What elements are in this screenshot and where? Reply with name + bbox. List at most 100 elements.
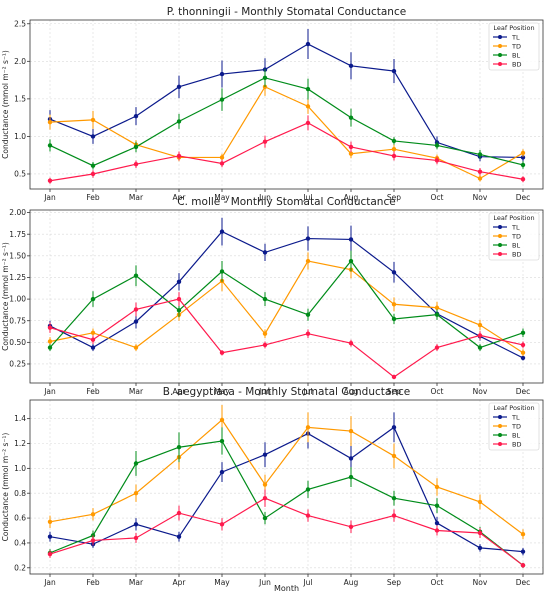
data-point: [305, 258, 311, 264]
data-point: [133, 522, 139, 527]
x-tick-label: Feb: [86, 578, 100, 587]
legend-entry-TL: TL: [511, 223, 520, 231]
data-point: [219, 229, 225, 234]
x-tick-label: Jul: [302, 578, 312, 587]
data-point: [90, 538, 96, 543]
data-point: [133, 113, 139, 119]
data-point: [520, 177, 526, 182]
data-point: [219, 269, 225, 274]
data-point: [219, 97, 225, 102]
y-tick-label: 0.5: [14, 170, 26, 179]
chart-title: C. molle - Monthly Stomatal Conductance: [177, 196, 395, 208]
x-tick-label: Oct: [431, 193, 444, 202]
data-point: [520, 342, 526, 348]
legend-marker: [498, 243, 502, 247]
data-point: [305, 312, 311, 317]
legend-marker: [498, 62, 502, 66]
x-tick-label: Jan: [43, 578, 56, 587]
legend-marker: [498, 442, 502, 446]
plot-frame: [29, 19, 544, 190]
data-point: [305, 425, 311, 430]
data-point: [219, 438, 225, 444]
data-point: [305, 513, 311, 518]
gridlines: [30, 210, 543, 383]
x-tick-label: May: [214, 387, 230, 396]
x-tick-label: Apr: [173, 578, 187, 587]
data-point: [47, 534, 53, 539]
series-TD: [47, 252, 526, 357]
data-point: [520, 549, 526, 554]
data-point: [348, 151, 354, 156]
data-point: [348, 524, 354, 529]
gridlines: [30, 400, 543, 574]
data-point: [348, 115, 354, 120]
data-point: [219, 155, 225, 160]
series-BL: [47, 68, 526, 170]
chart-title: B. aegyptiaca - Monthly Stomatal Conduct…: [163, 386, 410, 398]
series-line: [49, 440, 524, 566]
chart-panel-1: P. thonningii - Monthly Stomatal Conduct…: [1, 6, 544, 202]
x-tick-label: Apr: [173, 387, 187, 396]
data-point: [391, 138, 397, 144]
data-point: [219, 469, 225, 475]
data-point: [348, 63, 354, 69]
legend-box: [488, 212, 540, 261]
series-BD: [47, 489, 526, 568]
series-TL: [47, 29, 526, 162]
data-point: [133, 345, 139, 350]
x-tick-label: Dec: [516, 578, 531, 587]
series-line: [49, 122, 524, 182]
series-line: [49, 77, 524, 167]
legend-marker: [498, 225, 502, 229]
x-tick-label: Sep: [387, 387, 401, 396]
data-point: [176, 119, 182, 124]
data-point: [434, 345, 440, 350]
y-tick-label: 2.0: [14, 57, 26, 66]
data-point: [434, 305, 440, 310]
legend-title: Leaf Position: [493, 214, 534, 222]
data-point: [47, 519, 53, 524]
x-tick-label: Aug: [344, 578, 359, 587]
data-point: [305, 104, 311, 109]
data-point: [47, 325, 53, 330]
x-tick-label: Nov: [473, 193, 488, 202]
series-line: [49, 260, 524, 349]
data-point: [434, 143, 440, 148]
gridlines: [30, 20, 543, 189]
data-point: [520, 563, 526, 568]
legend-entry-TL: TL: [511, 33, 520, 41]
series-line: [49, 230, 524, 359]
legend-entry-BD: BD: [512, 440, 521, 448]
data-point: [391, 316, 397, 322]
legend-marker: [498, 35, 502, 39]
chart-panel-2: C. molle - Monthly Stomatal Conductance 0…: [1, 196, 544, 396]
data-point: [133, 319, 139, 324]
x-tick-label: Mar: [129, 193, 144, 202]
y-tick-label: 1.2: [14, 439, 26, 448]
legend-title: Leaf Position: [493, 404, 534, 412]
legend-entry-TD: TD: [511, 232, 521, 240]
series-line: [49, 260, 524, 354]
x-tick-label: Jun: [258, 387, 271, 396]
data-point: [176, 84, 182, 90]
data-point: [434, 520, 440, 526]
data-point: [348, 237, 354, 242]
x-tick-label: Feb: [86, 193, 100, 202]
y-tick-label: 1.5: [14, 94, 26, 103]
data-point: [520, 155, 526, 160]
data-point: [47, 345, 53, 350]
data-point: [176, 445, 182, 450]
data-point: [133, 535, 139, 541]
x-tick-label: Oct: [431, 578, 444, 587]
data-point: [477, 545, 483, 551]
series-TD: [47, 404, 526, 540]
series-BL: [47, 427, 526, 568]
data-point: [219, 350, 225, 355]
data-point: [262, 75, 268, 81]
data-point: [90, 296, 96, 302]
data-point: [262, 296, 268, 302]
legend-marker: [498, 44, 502, 48]
data-point: [434, 312, 440, 317]
data-point: [391, 153, 397, 159]
series-TL: [47, 412, 526, 556]
